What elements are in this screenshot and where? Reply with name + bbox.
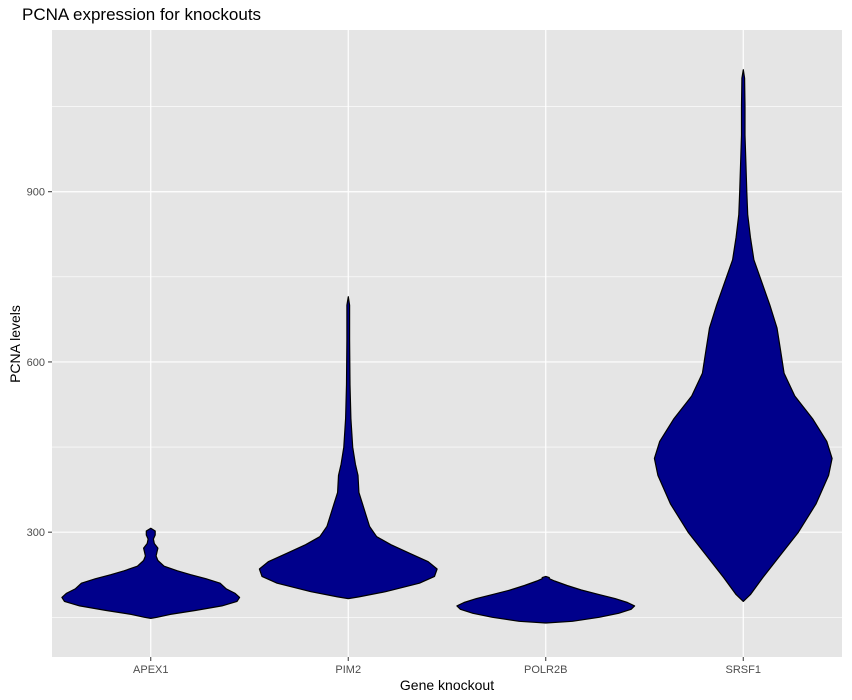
violin-srsf1 bbox=[653, 69, 833, 602]
violin-polr2b bbox=[456, 575, 636, 624]
y-tick-label: 300 bbox=[27, 527, 45, 539]
x-tick-label: SRSF1 bbox=[726, 664, 761, 676]
x-axis-label: Gene knockout bbox=[399, 677, 495, 693]
x-tick-label: APEX1 bbox=[133, 664, 168, 676]
violin-apex1 bbox=[61, 527, 241, 619]
violin-pim2 bbox=[258, 296, 438, 600]
chart-title: PCNA expression for knockouts bbox=[22, 5, 262, 24]
x-tick-label: POLR2B bbox=[524, 664, 567, 676]
y-tick-label: 900 bbox=[27, 187, 45, 199]
x-tick-label: PIM2 bbox=[335, 664, 361, 676]
y-tick-label: 600 bbox=[27, 357, 45, 369]
y-axis-label: PCNA levels bbox=[7, 305, 23, 383]
